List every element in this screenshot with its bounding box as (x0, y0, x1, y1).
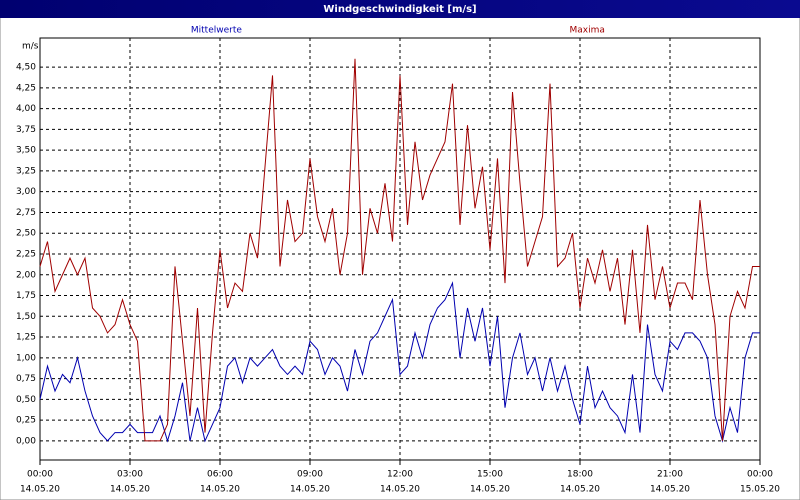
chart-title: Windgeschwindigkeit [m/s] (323, 4, 476, 15)
x-tick-date: 14.05.20 (650, 485, 690, 495)
y-tick-label: 4,00 (16, 104, 36, 114)
x-tick-date: 14.05.20 (200, 485, 240, 495)
x-tick-date: 14.05.20 (380, 485, 420, 495)
y-tick-label: 0,50 (16, 395, 36, 405)
y-tick-label: 2,50 (16, 229, 36, 239)
x-tick-label: 00:00 (27, 470, 53, 480)
y-tick-label: 1,00 (16, 353, 36, 363)
x-tick-label: 09:00 (297, 470, 323, 480)
y-tick-label: 0,00 (16, 436, 36, 446)
y-tick-label: 1,50 (16, 312, 36, 322)
y-axis-label: m/s (22, 42, 39, 52)
y-tick-label: 2,75 (16, 208, 36, 218)
y-tick-label: 0,75 (16, 374, 36, 384)
y-tick-label: 3,50 (16, 146, 36, 156)
x-tick-label: 06:00 (207, 470, 233, 480)
series-line (39, 58, 760, 442)
x-tick-date: 14.05.20 (470, 485, 510, 495)
y-tick-label: 3,00 (16, 187, 36, 197)
legend-entry: Maxima (570, 26, 605, 36)
x-tick-label: 18:00 (567, 470, 593, 480)
y-tick-label: 1,25 (16, 333, 36, 343)
title-bar (0, 0, 800, 18)
y-tick-label: 4,25 (16, 83, 36, 93)
x-tick-date: 14.05.20 (290, 485, 330, 495)
x-tick-label: 15:00 (477, 470, 503, 480)
x-tick-label: 03:00 (117, 470, 143, 480)
x-tick-label: 21:00 (657, 470, 683, 480)
y-tick-label: 1,75 (16, 291, 36, 301)
x-tick-date: 14.05.20 (20, 485, 60, 495)
x-tick-label: 00:00 (747, 470, 773, 480)
y-tick-label: 0,25 (16, 416, 36, 426)
y-tick-label: 3,75 (16, 125, 36, 135)
y-tick-label: 2,00 (16, 270, 36, 280)
legend-entry: Mittelwerte (191, 26, 242, 36)
y-tick-label: 2,25 (16, 249, 36, 259)
x-tick-label: 12:00 (387, 470, 413, 480)
x-tick-date: 14.05.20 (560, 485, 600, 495)
x-tick-date: 15.05.20 (740, 485, 780, 495)
y-tick-label: 3,25 (16, 166, 36, 176)
series-line (39, 281, 760, 443)
y-tick-label: 4,50 (16, 63, 36, 73)
x-tick-date: 14.05.20 (110, 485, 150, 495)
